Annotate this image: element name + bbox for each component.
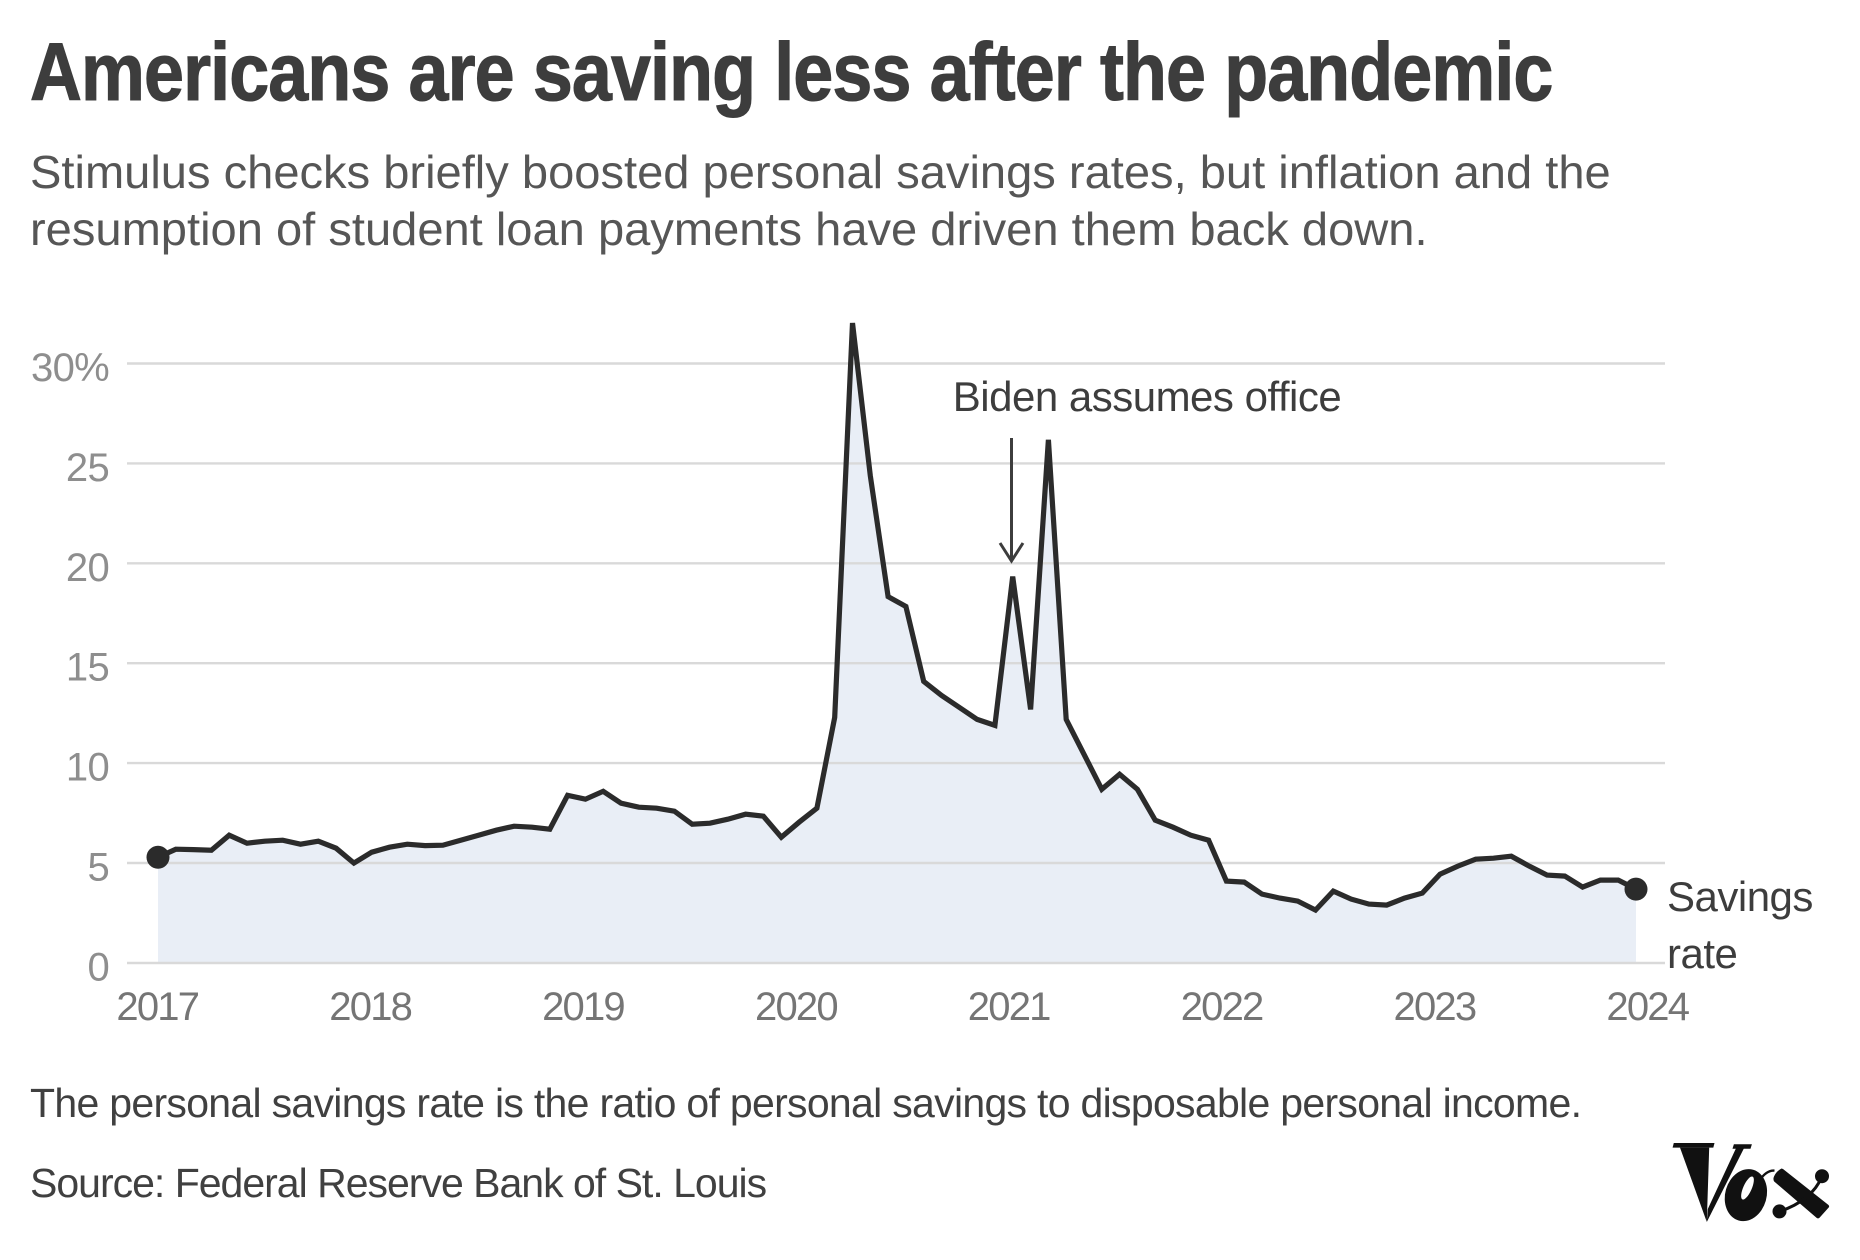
svg-text:rate: rate: [1667, 930, 1737, 977]
svg-text:25: 25: [66, 446, 109, 490]
svg-text:2022: 2022: [1181, 985, 1263, 1029]
svg-text:2017: 2017: [116, 985, 198, 1029]
svg-text:2018: 2018: [329, 985, 411, 1029]
svg-text:10: 10: [66, 746, 109, 790]
svg-text:0: 0: [87, 946, 109, 990]
svg-text:Biden assumes office: Biden assumes office: [953, 373, 1341, 420]
svg-text:2021: 2021: [968, 985, 1050, 1029]
svg-text:15: 15: [66, 646, 109, 690]
svg-text:2023: 2023: [1394, 985, 1476, 1029]
svg-text:20: 20: [66, 546, 109, 590]
svg-text:5: 5: [87, 846, 109, 890]
svg-text:2024: 2024: [1606, 985, 1689, 1029]
svg-text:2020: 2020: [755, 985, 837, 1029]
svg-text:30%: 30%: [31, 346, 109, 390]
svg-text:Savings: Savings: [1667, 873, 1813, 920]
svg-text:2019: 2019: [542, 985, 624, 1029]
